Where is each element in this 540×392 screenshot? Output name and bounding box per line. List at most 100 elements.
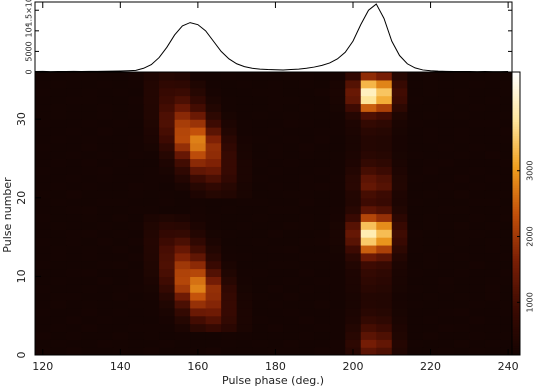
heat-cell [190, 299, 207, 309]
heat-cell [66, 252, 83, 262]
heat-cell [143, 142, 160, 152]
colorbar-step [512, 234, 520, 238]
heat-cell [438, 339, 455, 348]
heat-cell [50, 221, 67, 230]
heat-cell [484, 87, 501, 97]
heat-cell [221, 213, 238, 222]
heat-cell [376, 237, 393, 246]
heat-cell [236, 189, 253, 199]
heat-cell [81, 79, 98, 89]
heat-cell [81, 72, 98, 81]
heat-cell [298, 276, 315, 285]
heat-cell [298, 292, 315, 301]
heat-cell [174, 119, 191, 128]
heat-cell [345, 111, 362, 120]
heat-cell [283, 79, 300, 89]
heat-cell [205, 189, 222, 199]
heat-cell [469, 276, 486, 285]
heat-cell [159, 142, 176, 152]
heat-cell [298, 111, 315, 120]
heat-cell [221, 158, 238, 167]
heat-cell [438, 292, 455, 301]
heat-cell [453, 79, 470, 89]
heat-cell [236, 213, 253, 222]
heat-cell [484, 276, 501, 285]
heat-cell [50, 268, 67, 277]
heat-cell [174, 205, 191, 215]
heat-cell [205, 134, 222, 144]
heat-cell [236, 87, 253, 97]
heat-cell [345, 307, 362, 317]
colorbar-step [512, 211, 520, 214]
heat-cell [35, 166, 52, 175]
colorbar-step [512, 187, 520, 191]
heat-cell [143, 158, 160, 167]
heat-cell [345, 79, 362, 89]
heat-cell [500, 237, 512, 246]
heat-cell [376, 339, 393, 348]
heat-cell [159, 284, 176, 293]
colorbar-step [512, 180, 520, 184]
heat-cell [236, 323, 253, 333]
heat-cell [143, 103, 160, 112]
heat-cell [128, 323, 145, 333]
heat-cell [81, 307, 98, 317]
heat-cell [484, 134, 501, 144]
heat-cell [376, 229, 393, 238]
heat-cell [407, 79, 424, 89]
heat-cell [453, 323, 470, 333]
heat-cell [314, 221, 331, 230]
heat-cell [360, 72, 377, 81]
heat-cell [391, 87, 408, 97]
heat-cell [252, 292, 269, 301]
heat-cell [391, 244, 408, 254]
heatmap-frame [34, 71, 513, 356]
heat-cell [205, 244, 222, 254]
heat-cell [391, 158, 408, 167]
heat-cell [360, 244, 377, 254]
heat-cell [484, 260, 501, 270]
heat-cell [190, 95, 207, 105]
heat-cell [407, 142, 424, 152]
colorbar-step [512, 244, 520, 248]
heat-cell [314, 339, 331, 348]
heat-cell [66, 79, 83, 89]
heat-cell [422, 339, 439, 348]
heat-cell [252, 213, 269, 222]
heat-cell [190, 111, 207, 120]
y-axis-label: Pulse number [1, 177, 14, 253]
heat-cell [252, 315, 269, 325]
heat-cell [391, 307, 408, 317]
colorbar-step [512, 199, 520, 203]
heat-cell [221, 292, 238, 301]
heat-cell [345, 189, 362, 199]
heat-cell [50, 134, 67, 144]
colorbar-step [512, 270, 520, 273]
heat-cell [345, 205, 362, 215]
heat-cell [174, 331, 191, 340]
heat-cell [360, 260, 377, 270]
heat-cell [469, 111, 486, 120]
heat-cell [314, 79, 331, 89]
heat-cell [221, 339, 238, 348]
colorbar-step [512, 291, 520, 295]
heat-cell [484, 221, 501, 230]
heat-cell [66, 284, 83, 293]
heat-cell [221, 119, 238, 128]
heat-cell [81, 347, 98, 355]
heat-cell [500, 244, 512, 254]
heat-cell [267, 103, 284, 112]
heat-cell [236, 134, 253, 144]
heat-cell [329, 72, 346, 81]
colorbar-step [512, 317, 520, 321]
heat-cell [376, 292, 393, 301]
colorbar-step [512, 272, 520, 276]
heat-cell [422, 166, 439, 175]
heat-cell [422, 307, 439, 317]
heat-cell [252, 252, 269, 262]
heat-cell [298, 150, 315, 160]
heat-cell [35, 103, 52, 112]
heat-cell [422, 268, 439, 277]
heat-cell [97, 292, 114, 301]
